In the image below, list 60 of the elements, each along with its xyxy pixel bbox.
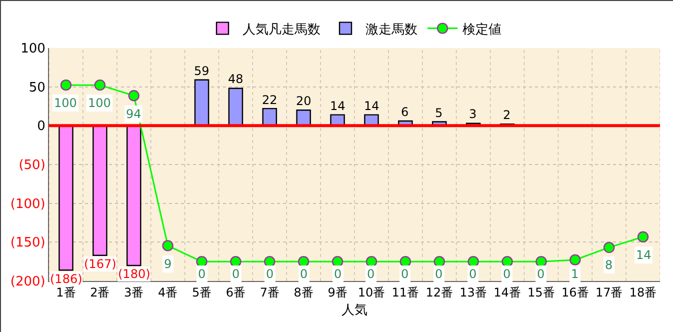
y-tick-label: 0 (37, 119, 46, 134)
data-label: 14 (636, 248, 652, 262)
y-tick-label: (200) (10, 274, 46, 290)
data-label: 14 (364, 99, 380, 113)
data-label: 48 (228, 72, 244, 86)
data-label: 59 (194, 64, 210, 78)
data-label: 0 (435, 267, 443, 281)
data-label: 1 (571, 267, 579, 281)
y-tick-label: (50) (18, 158, 46, 174)
legend-label: 人気凡走馬数 (242, 22, 320, 38)
data-label: (180) (118, 267, 150, 281)
data-label: 0 (266, 267, 274, 281)
data-label: 0 (469, 267, 477, 281)
x-tick-label: 15番 (528, 285, 555, 300)
x-tick-label: 8番 (294, 285, 314, 300)
legend-label: 激走馬数 (366, 22, 418, 38)
x-tick-label: 12番 (426, 285, 453, 300)
data-label: 0 (503, 267, 511, 281)
data-label: 9 (164, 257, 172, 271)
data-label: 3 (469, 107, 477, 121)
y-tick-label: 100 (20, 42, 46, 57)
data-label: 0 (401, 267, 409, 281)
x-tick-label: 6番 (226, 285, 246, 300)
x-tick-label: 5番 (192, 285, 212, 300)
y-tick-label: (150) (10, 236, 46, 251)
data-label: 100 (54, 96, 77, 110)
data-label: 22 (262, 93, 278, 107)
y-tick-label: (100) (10, 196, 46, 212)
x-tick-label: 10番 (358, 285, 386, 300)
data-label: 5 (435, 106, 443, 120)
data-label: 0 (367, 267, 375, 281)
x-tick-label: 2番 (90, 285, 110, 300)
data-label: 94 (126, 107, 142, 121)
data-label: 0 (537, 267, 545, 281)
x-tick-label: 14番 (494, 285, 521, 300)
data-label: (167) (84, 257, 116, 271)
data-label: 20 (296, 94, 312, 108)
x-tick-label: 7番 (260, 285, 280, 300)
data-label: 0 (198, 267, 206, 281)
x-axis-title: 人気 (342, 303, 368, 318)
data-label: 2 (503, 108, 511, 122)
data-label: 0 (334, 267, 342, 281)
data-label: 0 (300, 267, 308, 281)
data-label: (186) (50, 272, 82, 286)
x-tick-label: 18番 (629, 285, 657, 300)
x-tick-label: 1番 (56, 285, 76, 300)
x-tick-label: 13番 (460, 285, 487, 300)
x-tick-label: 4番 (158, 285, 178, 300)
y-tick-label: 50 (28, 80, 46, 96)
data-label: 100 (88, 96, 111, 110)
data-label: 8 (605, 258, 613, 272)
data-label: 6 (401, 105, 409, 119)
legend-label: 検定値 (462, 22, 502, 38)
x-tick-label: 16番 (562, 285, 589, 300)
x-tick-label: 9番 (328, 285, 348, 300)
x-tick-label: 3番 (124, 285, 144, 300)
x-tick-label: 17番 (595, 285, 623, 300)
x-tick-label: 11番 (392, 285, 420, 300)
data-label: 0 (232, 267, 240, 281)
data-label: 14 (330, 99, 346, 113)
